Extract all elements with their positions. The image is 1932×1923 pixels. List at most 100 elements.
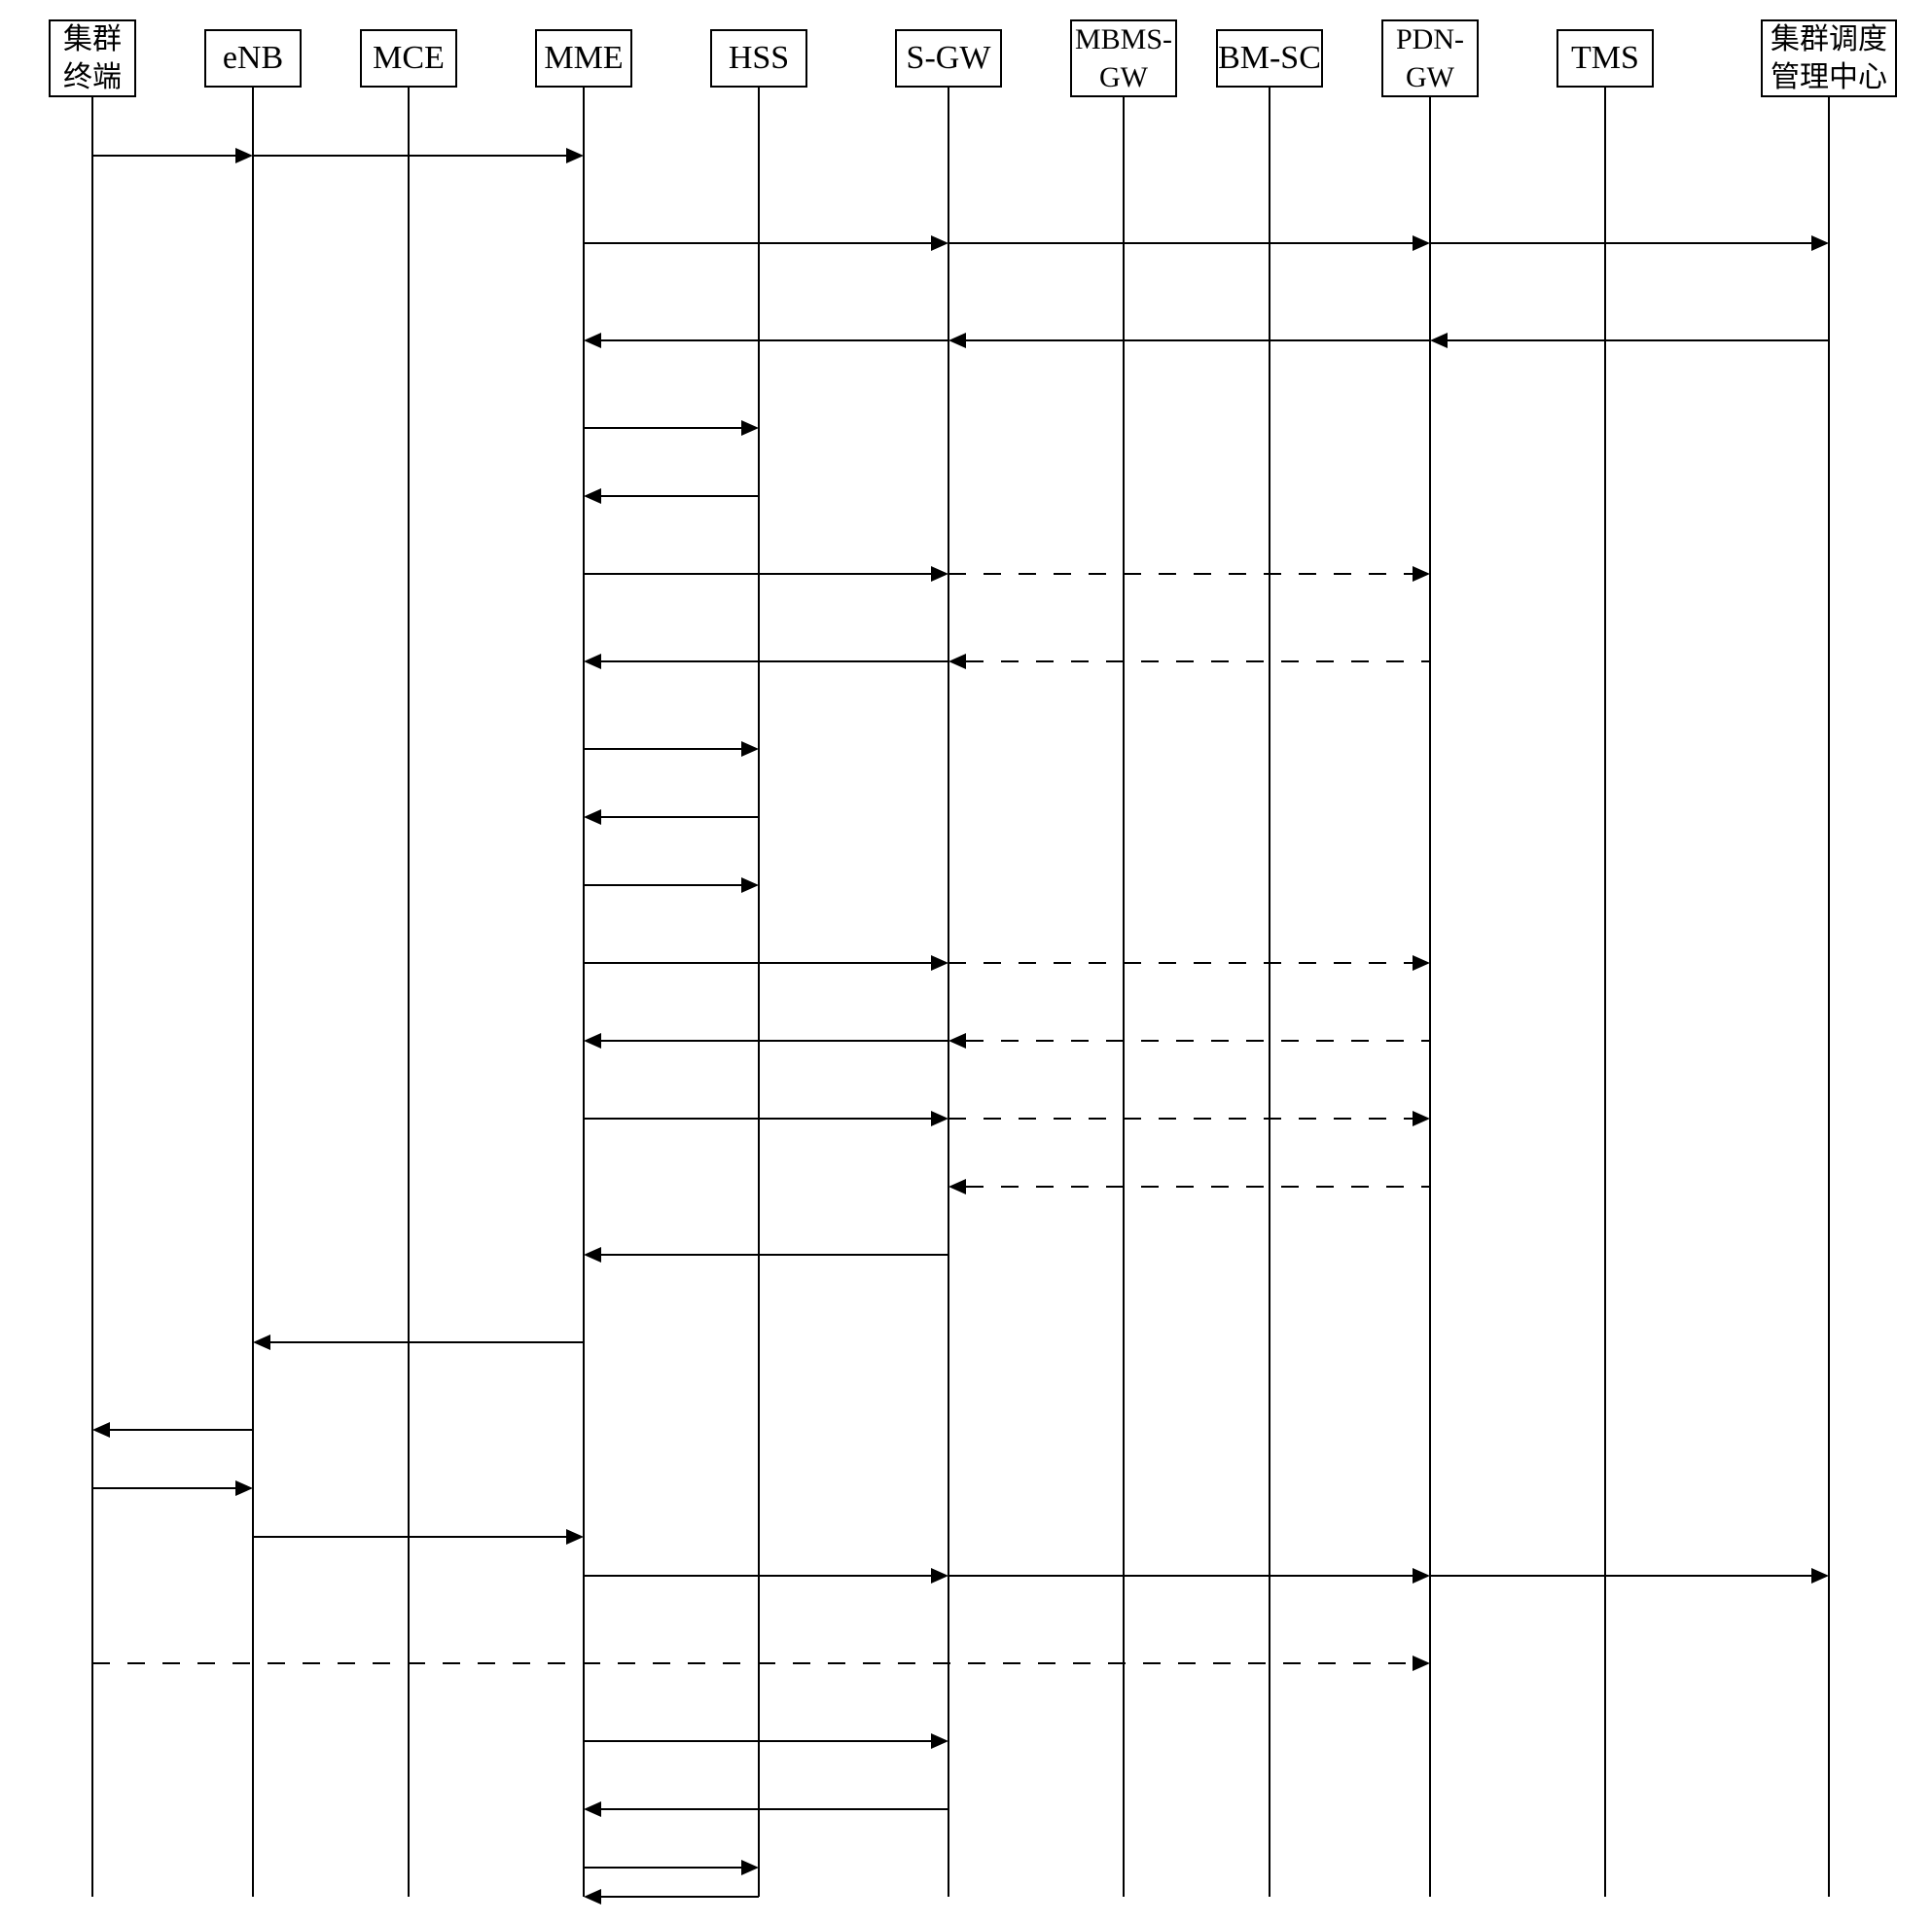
lifeline-mme (583, 88, 585, 1897)
arrowhead-icon (584, 1801, 601, 1817)
lifeline-dispatch (1828, 97, 1830, 1897)
participant-label: eNB (223, 37, 283, 80)
message-arrow (1430, 242, 1811, 244)
lifeline-enb (252, 88, 254, 1897)
arrowhead-icon (741, 1860, 759, 1875)
lifeline-cluster-terminal (91, 97, 93, 1897)
arrowhead-icon (741, 741, 759, 757)
participant-enb: eNB (204, 29, 302, 88)
participant-label: 集群 终端 (63, 20, 122, 96)
message-arrow (584, 242, 931, 244)
lifeline-mce (408, 88, 410, 1897)
message-arrow (601, 1808, 948, 1810)
participant-mce: MCE (360, 29, 457, 88)
message-arrow (601, 1254, 948, 1256)
message-arrow (601, 339, 948, 341)
arrowhead-icon (253, 1335, 270, 1350)
message-arrow (601, 1040, 948, 1042)
message-arrow (584, 1867, 741, 1869)
arrowhead-icon (1413, 1568, 1430, 1584)
arrowhead-icon (1413, 566, 1430, 582)
arrowhead-icon (741, 420, 759, 436)
arrowhead-icon (92, 1422, 110, 1438)
message-arrow (92, 155, 235, 157)
participant-label: PDN- GW (1396, 20, 1464, 96)
arrowhead-icon (584, 809, 601, 825)
message-arrow (948, 1118, 1413, 1120)
arrowhead-icon (584, 654, 601, 669)
message-arrow (948, 242, 1413, 244)
arrowhead-icon (1413, 1656, 1430, 1671)
arrowhead-icon (948, 333, 966, 348)
participant-tms: TMS (1556, 29, 1654, 88)
arrowhead-icon (948, 1033, 966, 1049)
message-arrow (601, 1896, 759, 1898)
arrowhead-icon (566, 1529, 584, 1545)
arrowhead-icon (948, 1179, 966, 1194)
message-arrow (110, 1429, 253, 1431)
participant-label: TMS (1571, 37, 1639, 80)
message-arrow (584, 1740, 931, 1742)
message-arrow (948, 962, 1413, 964)
arrowhead-icon (584, 333, 601, 348)
participant-label: 集群调度 管理中心 (1771, 20, 1887, 96)
message-arrow (584, 1575, 931, 1577)
arrowhead-icon (1413, 955, 1430, 971)
lifeline-pdn-gw (1429, 97, 1431, 1897)
lifeline-hss (758, 88, 760, 1897)
message-arrow (601, 495, 759, 497)
arrowhead-icon (931, 235, 948, 251)
lifeline-sgw (948, 88, 949, 1897)
message-arrow (1448, 339, 1829, 341)
arrowhead-icon (1413, 235, 1430, 251)
participant-label: S-GW (907, 37, 991, 80)
lifeline-tms (1604, 88, 1606, 1897)
arrowhead-icon (584, 1889, 601, 1905)
arrowhead-icon (1430, 333, 1448, 348)
message-arrow (584, 748, 741, 750)
participant-mbms-gw: MBMS- GW (1070, 19, 1177, 97)
arrowhead-icon (931, 1568, 948, 1584)
message-arrow (253, 155, 566, 157)
message-arrow (601, 816, 759, 818)
arrowhead-icon (1413, 1111, 1430, 1126)
arrowhead-icon (948, 654, 966, 669)
message-arrow (948, 573, 1413, 575)
message-arrow (270, 1341, 584, 1343)
message-arrow (92, 1487, 235, 1489)
arrowhead-icon (1811, 235, 1829, 251)
message-arrow (601, 660, 948, 662)
arrowhead-icon (931, 566, 948, 582)
lifeline-mbms-gw (1123, 97, 1125, 1897)
message-arrow (966, 1040, 1430, 1042)
message-arrow (584, 1118, 931, 1120)
arrowhead-icon (584, 1033, 601, 1049)
arrowhead-icon (1811, 1568, 1829, 1584)
arrowhead-icon (584, 1247, 601, 1263)
message-arrow (92, 1662, 1413, 1664)
participant-sgw: S-GW (895, 29, 1002, 88)
message-arrow (966, 1186, 1430, 1188)
participant-label: BM-SC (1218, 37, 1321, 80)
message-arrow (1430, 1575, 1811, 1577)
message-arrow (948, 1575, 1413, 1577)
arrowhead-icon (931, 955, 948, 971)
lifeline-bm-sc (1269, 88, 1270, 1897)
participant-cluster-terminal: 集群 终端 (49, 19, 136, 97)
participant-hss: HSS (710, 29, 807, 88)
participant-label: MCE (373, 37, 445, 80)
message-arrow (584, 573, 931, 575)
participant-label: MME (544, 37, 623, 80)
arrowhead-icon (931, 1111, 948, 1126)
participant-bm-sc: BM-SC (1216, 29, 1323, 88)
arrowhead-icon (584, 488, 601, 504)
participant-label: HSS (729, 37, 789, 80)
participant-mme: MME (535, 29, 632, 88)
message-arrow (584, 962, 931, 964)
participant-label: MBMS- GW (1075, 20, 1172, 96)
participant-pdn-gw: PDN- GW (1381, 19, 1479, 97)
arrowhead-icon (741, 877, 759, 893)
arrowhead-icon (235, 148, 253, 163)
participant-dispatch: 集群调度 管理中心 (1761, 19, 1897, 97)
sequence-diagram: 集群 终端 eNB MCE MME HSS S-GW MBMS- GW BM-SC PDN- G… (19, 19, 1913, 1904)
